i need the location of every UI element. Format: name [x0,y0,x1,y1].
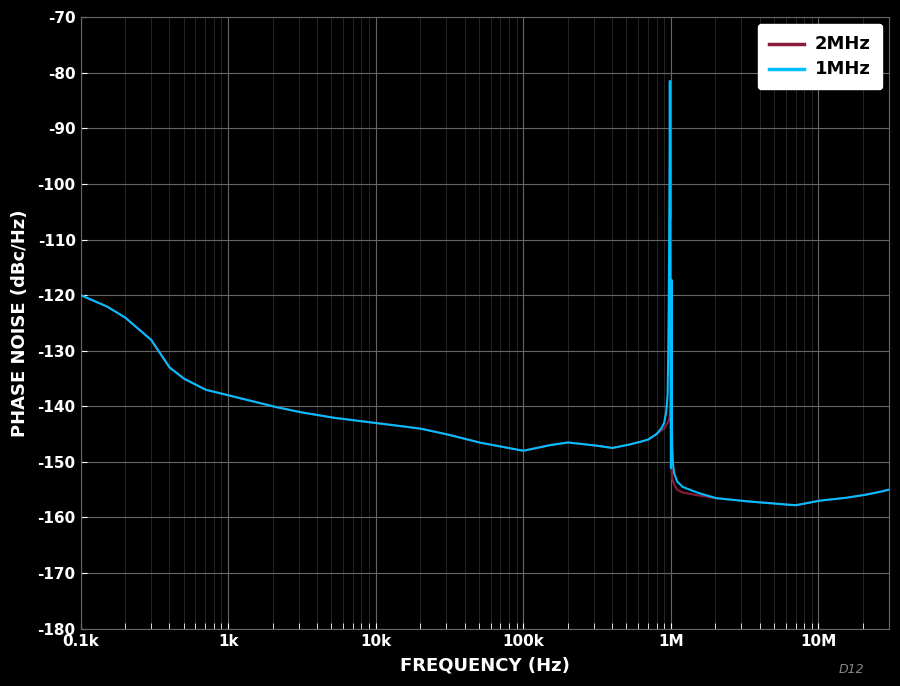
Y-axis label: PHASE NOISE (dBc/Hz): PHASE NOISE (dBc/Hz) [11,209,29,437]
Legend: 2MHz, 1MHz: 2MHz, 1MHz [758,24,882,89]
X-axis label: FREQUENCY (Hz): FREQUENCY (Hz) [400,657,570,675]
Text: D12: D12 [839,663,864,676]
